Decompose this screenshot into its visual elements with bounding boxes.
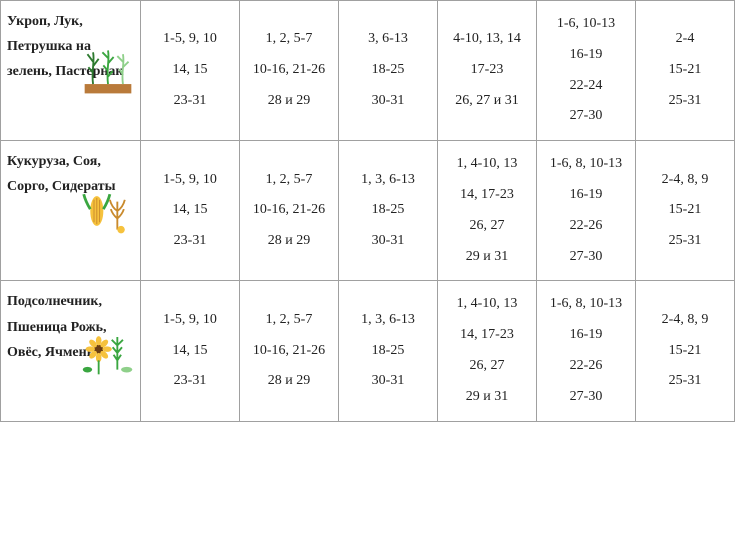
herbs-icon bbox=[80, 43, 136, 99]
dates-cell: 1, 2, 5-7 10-16, 21-26 28 и 29 bbox=[240, 141, 339, 281]
crop-label-cell: Кукуруза, Соя, Сорго, Сидераты bbox=[1, 141, 141, 281]
dates-cell: 1, 3, 6-13 18-25 30-31 bbox=[339, 141, 438, 281]
dates-cell: 1, 3, 6-13 18-25 30-31 bbox=[339, 281, 438, 421]
table-row: Укроп, Лук, Петрушка на зелень, Пастерна… bbox=[1, 1, 735, 141]
crop-label-cell: Укроп, Лук, Петрушка на зелень, Пастерна… bbox=[1, 1, 141, 141]
sunflower-icon bbox=[80, 323, 136, 379]
dates-cell: 2-4 15-21 25-31 bbox=[636, 1, 735, 141]
dates-cell: 1-6, 8, 10-13 16-19 22-26 27-30 bbox=[537, 141, 636, 281]
dates-cell: 1, 4-10, 13 14, 17-23 26, 27 29 и 31 bbox=[438, 281, 537, 421]
dates-cell: 1-6, 8, 10-13 16-19 22-26 27-30 bbox=[537, 281, 636, 421]
dates-cell: 1-5, 9, 10 14, 15 23-31 bbox=[141, 281, 240, 421]
dates-cell: 1-6, 10-13 16-19 22-24 27-30 bbox=[537, 1, 636, 141]
corn-icon bbox=[80, 183, 136, 239]
herbs-icon bbox=[80, 43, 136, 99]
dates-cell: 1, 2, 5-7 10-16, 21-26 28 и 29 bbox=[240, 281, 339, 421]
sunflower-icon bbox=[80, 323, 136, 379]
dates-cell: 2-4, 8, 9 15-21 25-31 bbox=[636, 141, 735, 281]
planting-calendar-table: Укроп, Лук, Петрушка на зелень, Пастерна… bbox=[0, 0, 735, 422]
dates-cell: 4-10, 13, 14 17-23 26, 27 и 31 bbox=[438, 1, 537, 141]
dates-cell: 2-4, 8, 9 15-21 25-31 bbox=[636, 281, 735, 421]
dates-cell: 1-5, 9, 10 14, 15 23-31 bbox=[141, 1, 240, 141]
dates-cell: 3, 6-13 18-25 30-31 bbox=[339, 1, 438, 141]
table-row: Кукуруза, Соя, Сорго, Сидераты 1-5, 9, 1… bbox=[1, 141, 735, 281]
corn-icon bbox=[80, 183, 136, 239]
crop-label-cell: Подсолнечник, Пшеница Рожь, Овёс, Ячмень bbox=[1, 281, 141, 421]
dates-cell: 1, 2, 5-7 10-16, 21-26 28 и 29 bbox=[240, 1, 339, 141]
dates-cell: 1, 4-10, 13 14, 17-23 26, 27 29 и 31 bbox=[438, 141, 537, 281]
dates-cell: 1-5, 9, 10 14, 15 23-31 bbox=[141, 141, 240, 281]
table-row: Подсолнечник, Пшеница Рожь, Овёс, Ячмень bbox=[1, 281, 735, 421]
